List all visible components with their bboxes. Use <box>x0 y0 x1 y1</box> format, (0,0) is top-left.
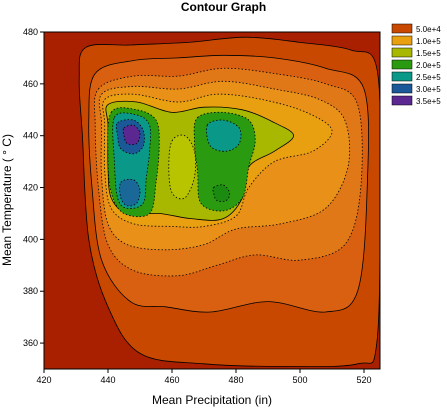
x-tick-label: 420 <box>36 375 51 385</box>
legend-label: 5.0e+4 <box>416 25 441 34</box>
legend-label: 2.0e+5 <box>416 61 441 70</box>
legend-swatch <box>391 47 413 58</box>
plot-frame <box>43 31 381 370</box>
y-axis: 360 380 400 420 440 460 480 <box>23 27 44 348</box>
y-tick-label: 440 <box>23 131 38 141</box>
contour-band-blue-west-lower <box>119 178 141 207</box>
x-tick-label: 460 <box>164 375 179 385</box>
x-tick-label: 520 <box>356 375 371 385</box>
legend-swatch <box>391 23 413 34</box>
x-tick-label: 480 <box>228 375 243 385</box>
y-tick-label: 380 <box>23 286 38 296</box>
contour-band-green-east-lower <box>212 184 231 202</box>
legend-label: 1.0e+5 <box>416 37 441 46</box>
legend-swatch <box>391 83 413 94</box>
legend-label: 1.5e+5 <box>416 49 441 58</box>
contour-band-olive-mid <box>168 134 196 200</box>
contour-band-purple-peak <box>122 124 141 146</box>
legend-label: 2.5e+5 <box>416 73 441 82</box>
contour-band-teal-east <box>205 119 242 152</box>
x-tick-label: 500 <box>292 375 307 385</box>
y-axis-label: Mean Temperature ( ° C) <box>0 134 14 266</box>
y-tick-label: 460 <box>23 79 38 89</box>
plot-area <box>44 32 380 369</box>
legend-label: 3.5e+5 <box>416 97 441 106</box>
y-tick-label: 360 <box>23 338 38 348</box>
legend-label: 3.0e+5 <box>416 85 441 94</box>
legend-swatch <box>391 95 413 106</box>
y-tick-label: 480 <box>23 27 38 37</box>
x-axis-label: Mean Precipitation (in) <box>152 393 272 407</box>
x-axis: 420 440 460 480 500 520 <box>36 369 372 385</box>
x-tick-label: 440 <box>100 375 115 385</box>
y-tick-label: 400 <box>23 234 38 244</box>
chart-title: Contour Graph <box>180 0 267 14</box>
legend-swatch <box>391 35 413 46</box>
legend-swatch <box>391 59 413 70</box>
legend: 5.0e+4 1.0e+5 1.5e+5 2.0e+5 2.5e+5 3.0e+5 3.5e… <box>391 23 441 106</box>
legend-swatch <box>391 71 413 82</box>
y-tick-label: 420 <box>23 183 38 193</box>
